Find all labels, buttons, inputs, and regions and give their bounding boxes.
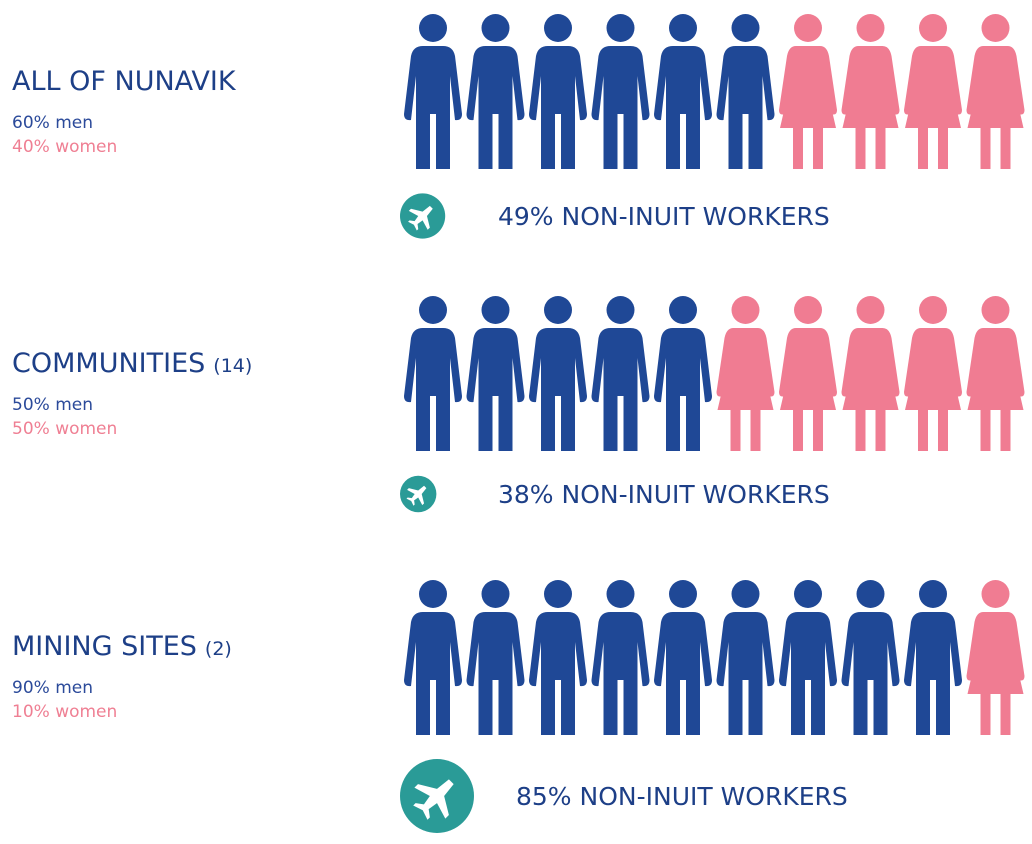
man-figure [592, 14, 650, 169]
infographic: ALL OF NUNAVIK 60% men 40% women 49% NON-IN… [0, 0, 1032, 844]
man-figure [404, 296, 462, 451]
man-figure [717, 14, 775, 169]
man-figure [904, 580, 962, 735]
woman-figure [779, 14, 837, 169]
man-figure [779, 580, 837, 735]
men-label: 90% men [12, 678, 93, 698]
row-title: MINING SITES (2) [12, 631, 232, 662]
woman-figure [904, 296, 962, 451]
woman-figure [967, 14, 1025, 169]
woman-figure [967, 580, 1025, 735]
women-label: 50% women [12, 419, 117, 439]
non-inuit-label: 38% NON-INUIT WORKERS [498, 480, 830, 509]
title-text: COMMUNITIES [12, 348, 205, 379]
women-label: 40% women [12, 137, 117, 157]
woman-figure [842, 296, 900, 451]
man-figure [592, 580, 650, 735]
man-figure [654, 296, 712, 451]
row-title: COMMUNITIES (14) [12, 348, 252, 379]
men-label: 60% men [12, 113, 93, 133]
woman-figure [717, 296, 775, 451]
women-label: 10% women [12, 702, 117, 722]
man-figure [467, 14, 525, 169]
man-figure [467, 296, 525, 451]
man-figure [529, 14, 587, 169]
man-figure [654, 580, 712, 735]
man-figure [654, 14, 712, 169]
woman-figure [967, 296, 1025, 451]
non-inuit-label: 85% NON-INUIT WORKERS [516, 782, 848, 811]
title-text: ALL OF NUNAVIK [12, 66, 237, 97]
men-label: 50% men [12, 395, 93, 415]
man-figure [529, 580, 587, 735]
man-figure [592, 296, 650, 451]
row-title: ALL OF NUNAVIK [12, 66, 237, 97]
man-figure [467, 580, 525, 735]
man-figure [529, 296, 587, 451]
man-figure [404, 14, 462, 169]
man-figure [842, 580, 900, 735]
title-count: (2) [205, 638, 232, 660]
woman-figure [842, 14, 900, 169]
title-count: (14) [213, 355, 252, 377]
woman-figure [779, 296, 837, 451]
woman-figure [904, 14, 962, 169]
non-inuit-label: 49% NON-INUIT WORKERS [498, 202, 830, 231]
man-figure [404, 580, 462, 735]
title-text: MINING SITES [12, 631, 197, 662]
man-figure [717, 580, 775, 735]
